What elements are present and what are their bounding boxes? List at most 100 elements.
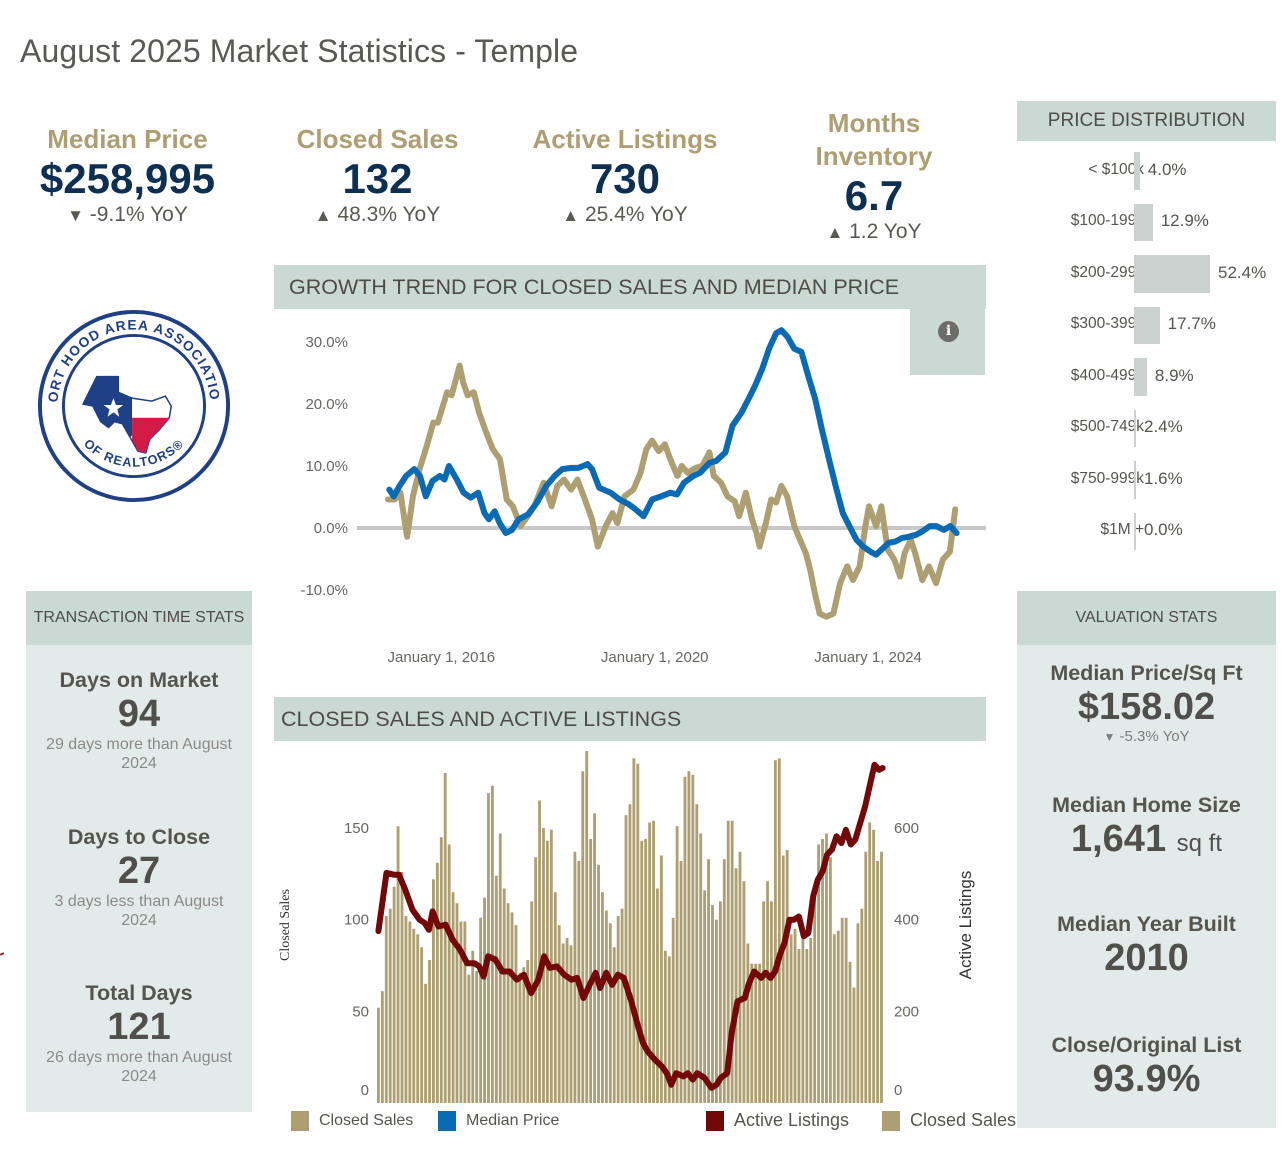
closed-sales-bar — [514, 925, 518, 1103]
stat-unit: sq ft — [1176, 830, 1222, 857]
info-panel: i — [910, 309, 985, 375]
closed-sales-bar — [526, 960, 530, 1103]
valuation-stats-header: VALUATION STATS — [1017, 591, 1276, 645]
closed-sales-bar — [773, 760, 777, 1103]
legend-item-median-price[interactable]: Median Price — [438, 1111, 559, 1131]
kpi-change: -9.1% YoY — [89, 203, 188, 226]
closed-sales-bar — [408, 921, 412, 1103]
closed-sales-bar — [561, 943, 565, 1103]
price-distribution-row: < $100k 4.0% — [1017, 144, 1276, 196]
closed-sales-bar — [817, 844, 821, 1103]
x-tick-label: January 1, 2024 — [814, 649, 922, 666]
closed-sales-bar — [593, 813, 596, 1103]
closed-sales-bar — [836, 930, 840, 1103]
closed-sales-active-listings-chart: 0 50 100 150 0 200 400 600 — [344, 751, 919, 1103]
closed-sales-bar — [388, 908, 392, 1103]
legend-item-active-listings[interactable]: Active Listings — [706, 1110, 849, 1131]
closed-sales-bar — [856, 923, 860, 1103]
closed-sales-bar — [699, 833, 703, 1103]
price-range-label: $300-399k — [1070, 315, 1144, 333]
kpi-closed-sales: Closed Sales 132 ▲ 48.3% YoY — [270, 123, 485, 229]
stat-yoy: ▼ -5.3% YoY — [1017, 728, 1276, 746]
texas-flag-icon — [81, 375, 173, 454]
closed-sales-bar — [715, 919, 718, 1103]
closed-sales-bar — [632, 758, 636, 1103]
transaction-time-stats-panel: TRANSACTION TIME STATS Days on Market 94… — [26, 591, 252, 1112]
stray-mark — [0, 952, 5, 956]
stat-days-on-market: Days on Market 94 29 days more than Augu… — [26, 667, 252, 773]
legend-swatch — [438, 1111, 456, 1131]
closed-sales-bar — [467, 974, 471, 1103]
right-y-tick-label: 200 — [894, 1003, 919, 1020]
stat-value: 2010 — [1104, 937, 1189, 979]
closed-sales-bar — [608, 923, 612, 1103]
closed-sales-bar — [844, 917, 848, 1103]
closed-sales-bar — [569, 945, 573, 1103]
price-distribution-row: $750-999k 1.6% — [1017, 453, 1276, 505]
growth-chart-header: GROWTH TREND FOR CLOSED SALES AND MEDIAN… — [274, 265, 986, 309]
closed-sales-bar — [612, 947, 616, 1103]
closed-sales-bar — [718, 901, 722, 1103]
closed-sales-bar — [494, 875, 498, 1103]
closed-sales-bar — [636, 763, 640, 1103]
kpi-active-listings: Active Listings 730 ▲ 25.4% YoY — [515, 123, 735, 229]
closed-sales-bar — [828, 857, 832, 1103]
closed-sales-bar — [852, 987, 856, 1103]
closed-sales-bar — [416, 934, 420, 1103]
closed-sales-bar — [691, 774, 695, 1103]
legend-label: Median Price — [466, 1112, 560, 1129]
closed-sales-bar — [404, 916, 408, 1103]
closed-sales-bar — [463, 921, 467, 1103]
price-percent-value: 52.4% — [1218, 262, 1267, 282]
closed-sales-bar — [793, 928, 797, 1103]
stat-value: 93.9% — [1092, 1058, 1201, 1100]
legend-label: Closed Sales — [910, 1110, 1017, 1130]
price-distribution-row: $100-199k 12.9% — [1017, 196, 1276, 248]
closed-sales-bar — [868, 822, 872, 1103]
price-distribution-row: $1M +0.0% — [1017, 505, 1276, 557]
closed-sales-bar — [832, 934, 836, 1103]
closed-sales-bar — [506, 903, 510, 1103]
kpi-label: Closed Sales — [296, 124, 459, 154]
kpi-change: 48.3% YoY — [337, 203, 441, 226]
price-distribution-panel: PRICE DISTRIBUTION < $100k 4.0% $100-199k 1… — [1017, 101, 1276, 556]
closed-sales-bar — [656, 888, 659, 1103]
valuation-stats-panel: VALUATION STATS Median Price/Sq Ft $158.… — [1017, 591, 1276, 1128]
transaction-time-stats-header: TRANSACTION TIME STATS — [26, 591, 252, 645]
stat-total-days: Total Days 121 26 days more than August … — [26, 980, 252, 1086]
price-distribution-row: $400-499k 8.9% — [1017, 350, 1276, 402]
closed-sales-bar — [860, 908, 864, 1103]
page-title: August 2025 Market Statistics - Temple — [20, 33, 579, 69]
stat-median-home-size: Median Home Size 1,641 sq ft — [1017, 792, 1276, 865]
right-y-tick-label: 0 — [894, 1082, 902, 1099]
legend-item-closed-sales-2[interactable]: Closed Sales — [882, 1110, 1016, 1131]
info-icon[interactable]: i — [938, 321, 959, 342]
kpi-label-line1: Months — [827, 108, 921, 138]
right-y-tick-label: 400 — [894, 912, 919, 929]
stat-days-to-close: Days to Close 27 3 days less than August… — [26, 824, 252, 930]
left-y-tick-label: 150 — [344, 820, 369, 837]
price-range-label: $200-299k — [1070, 263, 1144, 281]
price-distribution-bar — [1134, 512, 1136, 550]
closed-sales-bar — [490, 785, 494, 1103]
kpi-yoy: ▲ 1.2 YoY — [775, 219, 973, 246]
closed-sales-bar — [479, 917, 483, 1103]
stat-number: 1,641 — [1070, 818, 1167, 860]
kpi-yoy: ▼ -9.1% YoY — [20, 202, 235, 229]
closed-sales-bar — [502, 888, 506, 1103]
right-axis-title: Active Listings — [956, 870, 975, 980]
closed-sales-bar — [585, 751, 589, 1103]
closed-sales-bar — [420, 947, 424, 1103]
kpi-months-inventory: Months Inventory 6.7 ▲ 1.2 YoY — [775, 107, 973, 246]
stat-sub: 29 days more than August 2024 — [46, 736, 232, 772]
closed-sales-bar — [711, 905, 714, 1103]
closed-sales-bar — [624, 815, 628, 1103]
closed-sales-bar — [471, 950, 475, 1103]
closed-sales-bar — [412, 928, 416, 1103]
closed-sales-bar — [439, 837, 443, 1103]
legend-label: Active Listings — [734, 1110, 850, 1130]
legend-item-closed-sales[interactable]: Closed Sales — [291, 1111, 413, 1131]
closed-sales-bar — [620, 908, 624, 1103]
legend-swatch — [706, 1110, 724, 1131]
closed-sales-bar — [880, 851, 883, 1103]
